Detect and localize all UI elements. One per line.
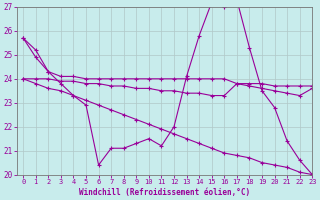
X-axis label: Windchill (Refroidissement éolien,°C): Windchill (Refroidissement éolien,°C) <box>79 188 250 197</box>
